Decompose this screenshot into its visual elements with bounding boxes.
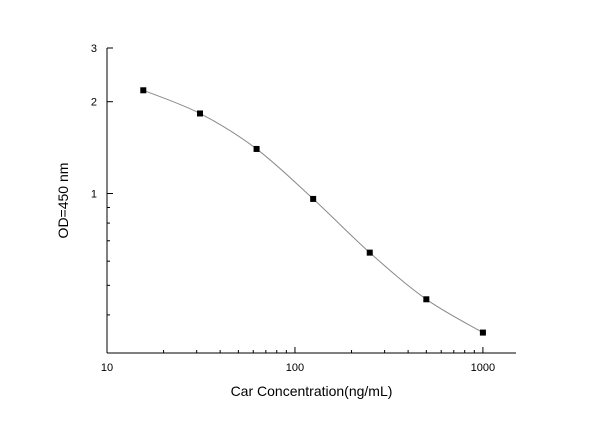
- fit-curve: [143, 89, 484, 334]
- data-point: [253, 145, 260, 152]
- x-ticks: 10 100 1000: [101, 347, 495, 374]
- data-point: [479, 329, 486, 336]
- data-point: [197, 110, 204, 117]
- data-point: [140, 87, 147, 94]
- axes: [106, 48, 516, 354]
- x-tick-label: 100: [286, 362, 304, 374]
- y-axis-title: OD=450 nm: [55, 163, 71, 239]
- data-point: [366, 249, 373, 256]
- x-tick-label: 1000: [471, 362, 495, 374]
- x-axis-title: Car Concentration(ng/mL): [231, 383, 393, 399]
- x-tick-label: 10: [101, 362, 113, 374]
- y-tick-label: 2: [91, 97, 97, 109]
- y-ticks: 1 2 3: [91, 43, 113, 354]
- y-tick-label: 3: [91, 43, 97, 55]
- data-point: [423, 296, 430, 303]
- data-point: [310, 195, 317, 202]
- y-tick-label: 1: [91, 189, 97, 201]
- series-group: [140, 87, 486, 336]
